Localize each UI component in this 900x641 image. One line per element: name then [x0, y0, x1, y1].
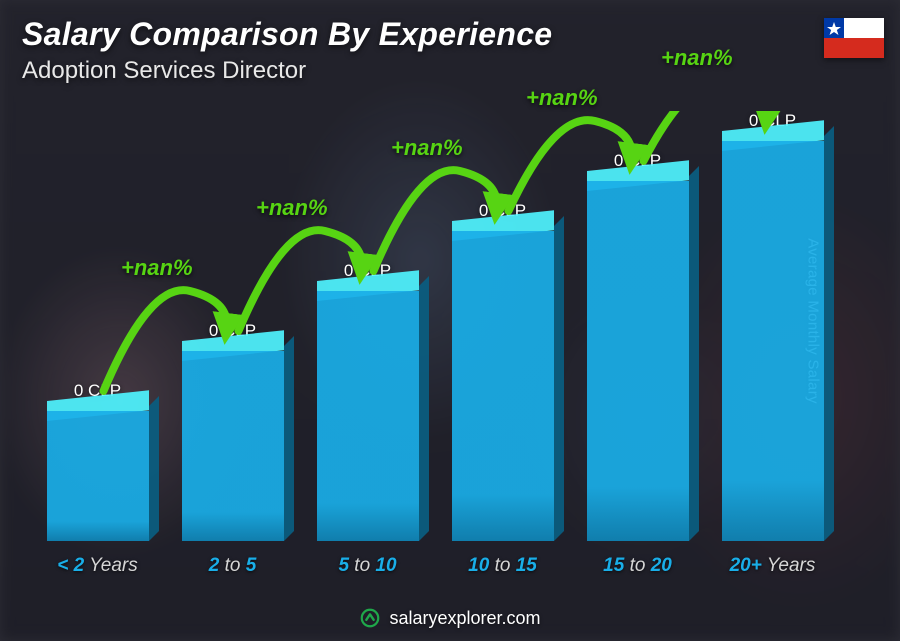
- bar: [722, 141, 824, 541]
- category-label: 5 to 10: [308, 555, 428, 577]
- delta-label: +nan%: [661, 45, 733, 71]
- delta-label: +nan%: [526, 85, 598, 111]
- bar-slot: 0 CLP: [173, 321, 293, 541]
- bar-slot: 0 CLP: [308, 261, 428, 541]
- chart-title: Salary Comparison By Experience: [22, 16, 552, 53]
- country-flag-chile: [824, 18, 884, 58]
- bar-chart: 0 CLP0 CLP0 CLP0 CLP0 CLP0 CLP < 2 Years…: [30, 111, 840, 571]
- bar-slot: 0 CLP: [443, 201, 563, 541]
- bar: [452, 231, 554, 541]
- bar: [47, 411, 149, 541]
- category-label: 10 to 15: [443, 555, 563, 577]
- bar: [317, 291, 419, 541]
- bars-container: 0 CLP0 CLP0 CLP0 CLP0 CLP0 CLP: [30, 111, 840, 541]
- bar: [182, 351, 284, 541]
- delta-label: +nan%: [256, 195, 328, 221]
- footer-site-text: salaryexplorer.com: [389, 608, 540, 629]
- category-label: 15 to 20: [578, 555, 698, 577]
- bar-slot: 0 CLP: [713, 111, 833, 541]
- bar-slot: 0 CLP: [578, 151, 698, 541]
- bar-slot: 0 CLP: [38, 381, 158, 541]
- category-axis: < 2 Years 2 to 5 5 to 10 10 to 15 15 to 20 20…: [30, 555, 840, 577]
- footer: salaryexplorer.com: [0, 607, 900, 629]
- delta-label: +nan%: [391, 135, 463, 161]
- chart-subtitle: Adoption Services Director: [22, 57, 552, 85]
- category-label: 20+ Years: [713, 555, 833, 577]
- category-label: < 2 Years: [38, 555, 158, 577]
- salaryexplorer-logo-icon: [359, 607, 381, 629]
- category-label: 2 to 5: [173, 555, 293, 577]
- header-block: Salary Comparison By Experience Adoption…: [22, 16, 552, 85]
- bar: [587, 181, 689, 541]
- delta-label: +nan%: [121, 255, 193, 281]
